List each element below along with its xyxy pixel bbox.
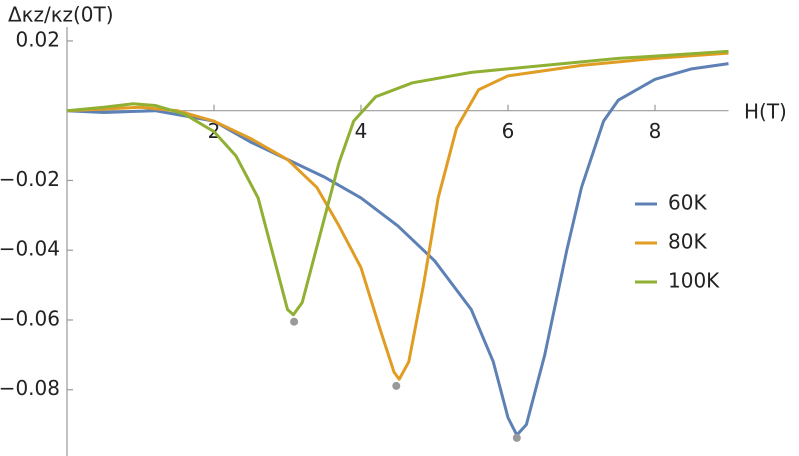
minimum-marker xyxy=(290,317,299,326)
minimum-marker xyxy=(512,433,521,442)
series-line xyxy=(66,49,729,317)
x-tick-label: 8 xyxy=(649,119,662,143)
x-tick-label: 4 xyxy=(355,119,368,143)
legend-label: 100K xyxy=(668,269,720,293)
y-tick-label: −0.02 xyxy=(0,167,60,191)
legend-label: 80K xyxy=(668,230,707,254)
series-line xyxy=(66,51,729,381)
y-tick-label: −0.04 xyxy=(0,237,60,261)
series-line xyxy=(66,62,729,437)
x-tick-label: 6 xyxy=(502,119,515,143)
x-axis-label: H(T) xyxy=(744,100,787,124)
y-tick-label: −0.06 xyxy=(0,306,60,330)
legend-label: 60K xyxy=(668,191,707,215)
y-tick-label: −0.08 xyxy=(0,376,60,400)
y-axis-label: Δκz/κz(0T) xyxy=(8,3,114,27)
y-tick-label: 0.02 xyxy=(15,27,60,51)
minimum-marker xyxy=(392,381,401,390)
